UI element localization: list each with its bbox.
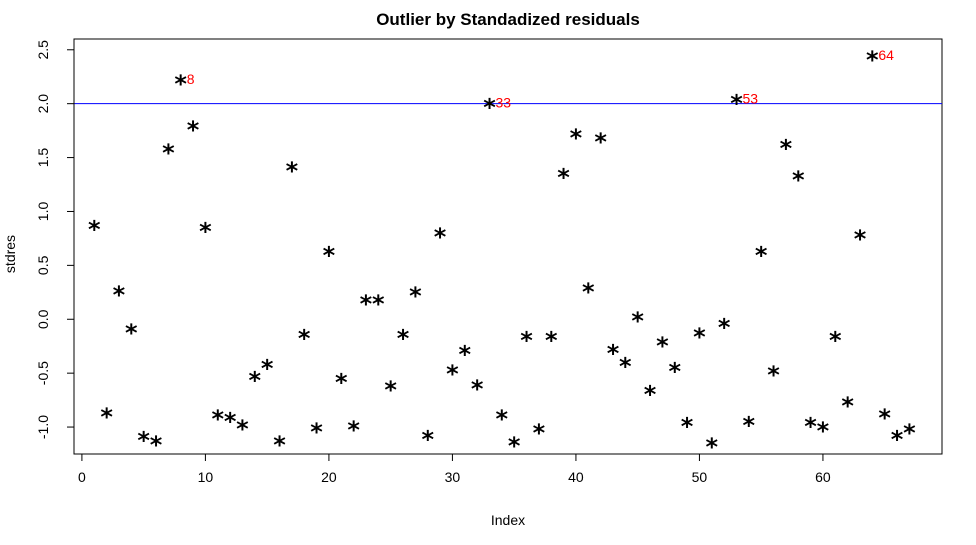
data-point: * bbox=[570, 124, 583, 152]
data-point: * bbox=[360, 290, 373, 318]
data-point: * bbox=[508, 432, 521, 460]
data-point: * bbox=[792, 166, 805, 194]
y-tick-label: -1.0 bbox=[35, 415, 51, 439]
data-point: * bbox=[137, 427, 150, 455]
data-point: * bbox=[496, 405, 509, 433]
data-point: * bbox=[483, 94, 496, 122]
data-point: * bbox=[533, 419, 546, 447]
x-tick-label: 0 bbox=[78, 469, 86, 485]
data-point: * bbox=[347, 416, 360, 444]
data-point: * bbox=[817, 417, 830, 445]
y-tick-label: -0.5 bbox=[35, 361, 51, 385]
outlier-label: 64 bbox=[878, 47, 894, 63]
y-tick-label: 0.0 bbox=[35, 309, 51, 329]
x-tick-label: 30 bbox=[445, 469, 461, 485]
data-point: * bbox=[607, 339, 620, 367]
x-tick-label: 50 bbox=[692, 469, 708, 485]
data-point: * bbox=[446, 360, 459, 388]
data-point: * bbox=[829, 326, 842, 354]
x-tick-label: 60 bbox=[815, 469, 831, 485]
data-point: * bbox=[755, 241, 768, 269]
data-point: * bbox=[545, 326, 558, 354]
x-axis: 0 10 20 30 40 50 60 bbox=[78, 453, 831, 485]
y-tick-label: 2.0 bbox=[35, 94, 51, 114]
data-point: * bbox=[780, 135, 793, 163]
y-tick-label: 2.5 bbox=[35, 40, 51, 60]
data-point: * bbox=[298, 324, 311, 352]
outlier-label: 53 bbox=[742, 90, 758, 106]
y-axis-label: stdres bbox=[2, 235, 18, 273]
data-point: * bbox=[372, 290, 385, 318]
data-point: * bbox=[841, 392, 854, 420]
data-point: * bbox=[718, 313, 731, 341]
data-point: * bbox=[273, 431, 286, 459]
data-point: * bbox=[557, 164, 570, 192]
data-point: * bbox=[631, 307, 644, 335]
outlier-label: 33 bbox=[495, 95, 511, 111]
data-point: * bbox=[582, 278, 595, 306]
x-tick-label: 10 bbox=[198, 469, 214, 485]
data-point: * bbox=[767, 361, 780, 389]
data-point: * bbox=[706, 433, 719, 461]
data-point: * bbox=[162, 139, 175, 167]
data-point: * bbox=[730, 89, 743, 117]
data-point: * bbox=[421, 426, 434, 454]
data-point: * bbox=[458, 340, 471, 368]
data-point: * bbox=[656, 332, 669, 360]
data-point: * bbox=[88, 215, 101, 243]
data-point: * bbox=[174, 70, 187, 98]
data-point: * bbox=[434, 223, 447, 251]
data-point: * bbox=[310, 418, 323, 446]
data-point: * bbox=[409, 282, 422, 310]
data-point: * bbox=[199, 218, 212, 246]
data-point: * bbox=[249, 366, 262, 394]
data-point: * bbox=[891, 426, 904, 454]
data-point: * bbox=[113, 281, 126, 309]
data-point: * bbox=[903, 419, 916, 447]
data-point: * bbox=[668, 358, 681, 386]
data-point: * bbox=[286, 157, 299, 185]
x-axis-label: Index bbox=[491, 512, 525, 528]
data-point: * bbox=[743, 412, 756, 440]
y-tick-label: 1.5 bbox=[35, 148, 51, 168]
data-point: * bbox=[236, 415, 249, 443]
outlier-labels-layer: 8 33 53 64 bbox=[187, 47, 894, 110]
data-point: * bbox=[594, 128, 607, 156]
data-point: * bbox=[261, 354, 274, 382]
chart-title: Outlier by Standadized residuals bbox=[376, 10, 640, 29]
data-point: * bbox=[520, 326, 533, 354]
data-point: * bbox=[211, 405, 224, 433]
data-point: * bbox=[619, 352, 632, 380]
data-point: * bbox=[335, 368, 348, 396]
data-point: * bbox=[125, 319, 138, 347]
data-point: * bbox=[681, 413, 694, 441]
data-point: * bbox=[384, 376, 397, 404]
data-point: * bbox=[804, 413, 817, 441]
data-point: * bbox=[471, 375, 484, 403]
outlier-label: 8 bbox=[187, 71, 195, 87]
data-point: * bbox=[878, 404, 891, 432]
x-tick-label: 40 bbox=[568, 469, 584, 485]
y-axis: -1.0 -0.5 0.0 0.5 1.0 1.5 2.0 2.5 bbox=[35, 40, 75, 439]
data-point: * bbox=[397, 324, 410, 352]
data-point: * bbox=[644, 380, 657, 408]
data-point: * bbox=[866, 46, 879, 74]
y-tick-label: 1.0 bbox=[35, 202, 51, 222]
data-point: * bbox=[150, 431, 163, 459]
data-point: * bbox=[224, 407, 237, 435]
x-tick-label: 20 bbox=[321, 469, 337, 485]
data-point: * bbox=[693, 323, 706, 351]
data-point: * bbox=[323, 241, 336, 269]
data-point: * bbox=[187, 116, 200, 144]
points-layer: ***** ****** * ** ********* *****************… bbox=[88, 46, 916, 461]
data-point: * bbox=[854, 225, 867, 253]
data-point: * bbox=[100, 403, 113, 431]
y-tick-label: 0.5 bbox=[35, 255, 51, 275]
